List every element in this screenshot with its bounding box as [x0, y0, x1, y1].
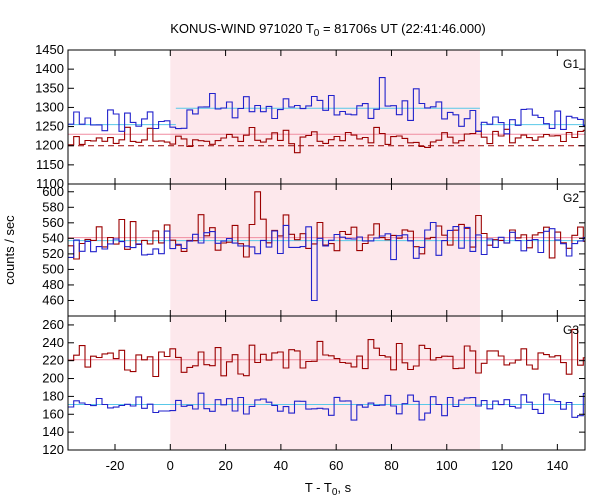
chart-title-prefix: KONUS-WIND 971020 T [170, 21, 314, 36]
series-g3-darkred [68, 328, 585, 378]
y-tick-label: 560 [42, 215, 64, 230]
series-g1-darkred [68, 126, 585, 154]
series-g3-blue [68, 392, 585, 421]
panel-label-g1: G1 [563, 57, 579, 71]
x-axis-label-suffix: , s [337, 480, 351, 495]
highlight-interval [170, 50, 480, 450]
x-tick-label: 80 [384, 458, 398, 473]
y-tick-label: 1400 [35, 61, 64, 76]
y-tick-label: 480 [42, 277, 64, 292]
y-tick-label: 120 [42, 442, 64, 457]
y-tick-label: 180 [42, 388, 64, 403]
panel-frame [67, 315, 586, 451]
x-tick-label: 100 [436, 458, 458, 473]
y-tick-label: 600 [42, 184, 64, 199]
chart-title-suffix: = 81706s UT (22:41:46.000) [319, 21, 485, 36]
x-tick-label: 20 [218, 458, 232, 473]
chart-title-sub: 0 [314, 28, 320, 39]
y-tick-label: 1450 [35, 42, 64, 57]
series-g1-blue [68, 77, 585, 135]
panel-data [68, 328, 585, 421]
chart-title: KONUS-WIND 971020 T0 = 81706s UT (22:41:… [170, 21, 485, 39]
x-tick-label: 0 [167, 458, 174, 473]
x-axis-label-sub: 0 [332, 487, 338, 498]
x-tick-label: 140 [547, 458, 569, 473]
x-tick-label: 60 [329, 458, 343, 473]
y-tick-label: 260 [42, 317, 64, 332]
x-axis-label-prefix: T - T [305, 480, 332, 495]
y-tick-label: 200 [42, 371, 64, 386]
y-tick-label: 1100 [36, 176, 64, 191]
y-tick-label: 1250 [35, 119, 64, 134]
x-tick-label: 120 [491, 458, 513, 473]
y-tick-label: 240 [42, 335, 64, 350]
y-tick-label: 540 [42, 230, 64, 245]
x-tick-label: 40 [274, 458, 288, 473]
y-tick-label: 1350 [35, 80, 64, 95]
y-tick-label: 1150 [36, 157, 64, 172]
series-g2-blue [68, 221, 585, 302]
panel-label-g3: G3 [563, 323, 579, 337]
y-tick-label: 140 [42, 424, 64, 439]
x-tick-label: -20 [106, 458, 125, 473]
panel-label-g2: G2 [563, 191, 579, 205]
y-tick-label: 500 [42, 261, 64, 276]
y-tick-label: 520 [42, 246, 64, 261]
x-axis-label: T - T0, s [305, 480, 352, 498]
y-tick-label: 160 [42, 406, 64, 421]
y-tick-label: 1300 [35, 99, 64, 114]
y-axis-label: counts / sec [2, 215, 17, 285]
y-tick-label: 580 [42, 199, 64, 214]
y-tick-label: 460 [42, 292, 64, 307]
y-tick-label: 1200 [35, 138, 64, 153]
panel-data [68, 191, 585, 302]
panel-data [68, 77, 585, 154]
y-tick-label: 220 [42, 353, 64, 368]
plot-layer: 11001150120012501300135014001450G1460480… [35, 42, 586, 473]
panel-g3: 120 140 160 180 200 220 240 260 G3 [42, 315, 586, 457]
